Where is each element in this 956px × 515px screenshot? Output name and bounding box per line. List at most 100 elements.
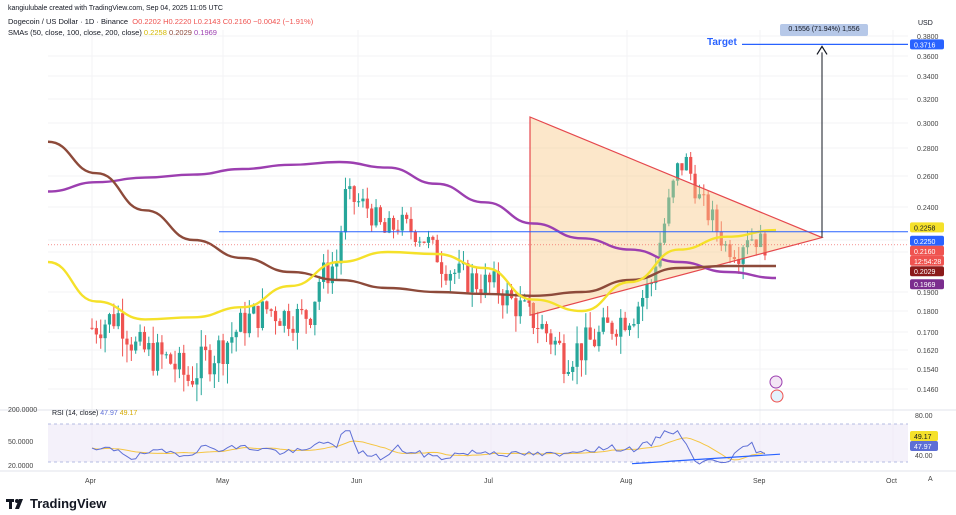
candle-body [597, 331, 601, 347]
candle-body [571, 366, 575, 372]
candle-body [295, 308, 299, 333]
candle-body [356, 201, 361, 203]
rsi-value-tag: 49.17 [914, 434, 932, 441]
candle-body [278, 321, 282, 326]
sma-header: SMAs (50, close, 100, close, 200, close)… [8, 28, 217, 38]
price-tag-label: 0.2160 [914, 249, 936, 256]
candle-body [488, 274, 492, 283]
time-axis-label: May [216, 478, 230, 485]
time-axis-label: Aug [620, 478, 633, 485]
candle-body [684, 156, 688, 171]
price-tick-label: 0.1800 [917, 309, 939, 316]
candle-body [308, 318, 313, 326]
candle-body [265, 301, 269, 310]
time-axis-label: Sep [753, 478, 766, 485]
auto-scale-button[interactable]: A [928, 476, 933, 483]
candle-body [606, 317, 610, 323]
price-tick-label: 0.1540 [917, 367, 939, 374]
candle-body [300, 308, 304, 311]
candle-body [592, 339, 597, 347]
candle-body [501, 295, 505, 306]
symbol-header: Dogecoin / US Dollar · 1D · Binance O0.2… [8, 17, 313, 27]
candle-body [169, 354, 173, 364]
brand-name: TradingView [30, 496, 107, 511]
candle-body [496, 271, 501, 296]
candle-body [151, 342, 155, 371]
candle-body [212, 363, 216, 375]
candle-body [107, 314, 112, 325]
price-tag-label: 0.3716 [914, 42, 936, 49]
price-tag-bg [910, 266, 944, 277]
candle-body [566, 371, 570, 374]
candle-body [492, 271, 496, 283]
price-tag: 0.2250 [910, 235, 944, 246]
candle-body [120, 313, 125, 339]
price-tick-label: 0.2400 [917, 205, 939, 212]
rsi-value-tag-bg [910, 431, 938, 441]
rsi-band [48, 424, 908, 462]
candle-body [256, 305, 260, 328]
candle-body [710, 209, 715, 221]
price-tag-label: 0.1969 [914, 282, 936, 289]
candle-body [553, 340, 557, 345]
tradingview-logo-icon [6, 498, 23, 509]
price-tag: 0.1969 [910, 279, 944, 290]
candle-body [627, 325, 632, 331]
target-label: Target [707, 37, 737, 48]
candle-body [575, 343, 579, 367]
candle-body [225, 342, 230, 364]
price-tag-bg [910, 255, 944, 266]
candle-body [260, 301, 265, 328]
sma200-line [47, 160, 777, 280]
rsi-label: RSI (14, close) [52, 410, 99, 417]
candle-body [238, 312, 243, 332]
candle-body [155, 342, 160, 371]
price-tick-label: 0.1900 [917, 290, 939, 297]
measure-arrow-head [816, 45, 828, 55]
price-tag-label: 0.2258 [914, 225, 936, 232]
price-tick-label: 0.1700 [917, 330, 939, 337]
candle-body [282, 311, 286, 326]
rsi-value-tag: 47.97 [914, 444, 932, 451]
candle-body [732, 257, 736, 260]
price-tick-label: 0.3400 [917, 74, 939, 81]
candle-body [689, 156, 693, 174]
candle-body [431, 236, 435, 240]
candle-body [413, 231, 417, 242]
candle-body [453, 272, 457, 274]
candle-body [601, 317, 605, 332]
candle-body [759, 233, 763, 248]
rsi-value-tag-bg [910, 441, 938, 451]
candle-body [745, 240, 750, 248]
price-tag-label: 12:54:28 [914, 259, 941, 266]
price-tick-label: 0.2800 [917, 146, 939, 153]
price-tick-label: 0.3600 [917, 54, 939, 61]
candle-body [636, 306, 640, 325]
candle-body [702, 194, 706, 196]
candle-body [291, 328, 295, 333]
price-tag-bg [910, 245, 944, 256]
price-tag-bg [910, 39, 944, 50]
candle-body [116, 313, 120, 327]
candle-body [330, 266, 334, 284]
candle-body [247, 313, 251, 334]
candle-body [335, 263, 339, 267]
rsi-tick-label: 40.00 [915, 453, 933, 460]
price-tick-label: 0.2600 [917, 174, 939, 181]
candle-body [680, 163, 684, 171]
candle-body [204, 346, 208, 351]
candle-body [470, 273, 474, 293]
candle-body [719, 231, 723, 246]
candle-body [741, 247, 745, 264]
candle-body [391, 217, 396, 230]
candle-body [697, 194, 702, 199]
candle-body [706, 194, 710, 221]
candle-body [737, 259, 741, 264]
sma50-line [47, 228, 777, 321]
candle-body [112, 314, 116, 327]
candle-body [645, 283, 649, 298]
tradingview-logo[interactable]: TradingView [6, 496, 106, 511]
candle-body [173, 363, 177, 370]
candle-body [584, 327, 588, 361]
